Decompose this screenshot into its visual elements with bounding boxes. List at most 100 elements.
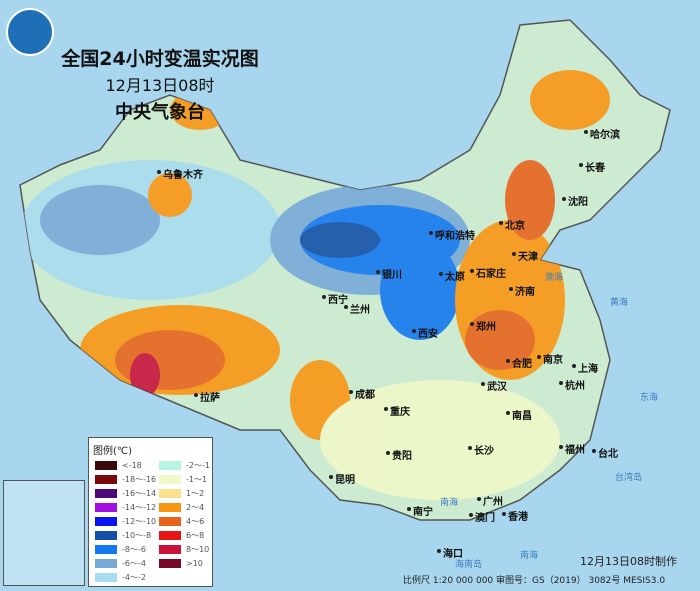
city-label: 长春 (579, 159, 605, 174)
sea-label: 台湾岛 (615, 473, 643, 483)
city-label: 澳门 (469, 509, 495, 524)
legend-swatch (159, 503, 181, 512)
legend-label: 2～4 (186, 503, 205, 512)
legend-label: <-18 (122, 461, 142, 470)
city-label: 拉萨 (194, 389, 220, 404)
city-label: 太原 (439, 268, 465, 283)
legend-label: -1～1 (186, 475, 208, 484)
legend-label: -6～-4 (122, 559, 146, 568)
city-label: 兰州 (344, 301, 370, 316)
city-label: 南昌 (506, 407, 532, 422)
city-label: 呼和浩特 (429, 227, 475, 242)
city-label: 南宁 (407, 503, 433, 518)
legend-swatch (95, 531, 117, 540)
sea-label: 渤海 (545, 273, 564, 283)
scale-note: 比例尺 1:20 000 000 审图号：GS（2019） 3082号 MESI… (403, 576, 666, 586)
legend: 图例(℃) <-18 -18～-16 -16～-14 -14～-12 -12～-10 -1… (88, 437, 213, 587)
legend-label: -10～-8 (122, 531, 152, 540)
legend-item: >10 (159, 558, 203, 569)
legend-item: <-18 (95, 460, 142, 471)
city-label: 沈阳 (562, 193, 588, 208)
legend-label: -8～-6 (122, 545, 146, 554)
legend-item: 2～4 (159, 502, 204, 513)
legend-swatch (95, 545, 117, 554)
legend-item: -16～-14 (95, 488, 156, 499)
city-label: 上海 (572, 360, 598, 375)
city-label: 银川 (376, 266, 402, 281)
legend-item: -12～-10 (95, 516, 156, 527)
legend-label: 1～2 (186, 489, 205, 498)
legend-swatch (95, 489, 117, 498)
legend-item: 1～2 (159, 488, 204, 499)
map-subtitle: 12月13日08时 (105, 76, 215, 95)
legend-swatch (159, 489, 181, 498)
sea-label: 南海 (440, 498, 459, 508)
city-label: 重庆 (384, 403, 410, 418)
legend-swatch (159, 531, 181, 540)
legend-item: -14～-12 (95, 502, 156, 513)
city-label: 台北 (592, 445, 618, 460)
sea-label: 南海 (520, 551, 539, 561)
legend-item: 4～6 (159, 516, 204, 527)
sea-label: 海南岛 (455, 560, 483, 570)
city-label: 济南 (509, 283, 535, 298)
legend-swatch (159, 461, 181, 470)
legend-label: >10 (186, 559, 203, 568)
city-label: 海口 (437, 545, 463, 560)
city-label: 北京 (499, 217, 525, 232)
legend-item: -18～-16 (95, 474, 156, 485)
city-label: 成都 (349, 386, 375, 401)
legend-item: -4～-2 (95, 572, 146, 583)
city-label: 合肥 (506, 355, 532, 370)
legend-swatch (159, 517, 181, 526)
legend-item: 6～8 (159, 530, 204, 541)
production-time: 12月13日08时制作 (580, 555, 677, 568)
city-label: 广州 (477, 493, 503, 508)
agency-name: 中央气象台 (115, 102, 205, 123)
legend-item: -10～-8 (95, 530, 151, 541)
legend-item: -6～-4 (95, 558, 146, 569)
legend-swatch (95, 573, 117, 582)
legend-item: 8～10 (159, 544, 209, 555)
legend-label: -12～-10 (122, 517, 157, 526)
city-label: 福州 (559, 441, 585, 456)
legend-label: -16～-14 (122, 489, 157, 498)
city-label: 杭州 (559, 377, 585, 392)
legend-label: -14～-12 (122, 503, 157, 512)
city-label: 南京 (537, 351, 563, 366)
legend-label: 4～6 (186, 517, 205, 526)
legend-label: -2～-1 (186, 461, 210, 470)
city-label: 昆明 (329, 471, 355, 486)
legend-item: -1～1 (159, 474, 207, 485)
legend-swatch (95, 461, 117, 470)
city-label: 贵阳 (386, 447, 412, 462)
city-label: 天津 (512, 248, 538, 263)
legend-swatch (95, 475, 117, 484)
legend-swatch (95, 503, 117, 512)
legend-swatch (159, 545, 181, 554)
city-label: 乌鲁木齐 (157, 166, 203, 181)
legend-item: -8～-6 (95, 544, 146, 555)
city-label: 西安 (412, 325, 438, 340)
legend-label: 6～8 (186, 531, 205, 540)
south-china-sea-inset (3, 480, 85, 586)
legend-swatch (159, 559, 181, 568)
legend-swatch (159, 475, 181, 484)
legend-title: 图例(℃) (93, 446, 133, 457)
city-label: 武汉 (481, 378, 507, 393)
city-label: 哈尔滨 (584, 126, 620, 141)
legend-swatch (95, 517, 117, 526)
legend-label: -4～-2 (122, 573, 146, 582)
city-label: 郑州 (470, 318, 496, 333)
sea-label: 东海 (640, 393, 659, 403)
city-label: 西宁 (322, 291, 348, 306)
sea-label: 黄海 (610, 298, 629, 308)
legend-label: -18～-16 (122, 475, 157, 484)
map-title: 全国24小时变温实况图 (61, 48, 259, 70)
city-label: 香港 (502, 508, 528, 523)
legend-item: -2～-1 (159, 460, 210, 471)
legend-label: 8～10 (186, 545, 210, 554)
city-label: 石家庄 (470, 265, 506, 280)
city-label: 长沙 (468, 442, 494, 457)
